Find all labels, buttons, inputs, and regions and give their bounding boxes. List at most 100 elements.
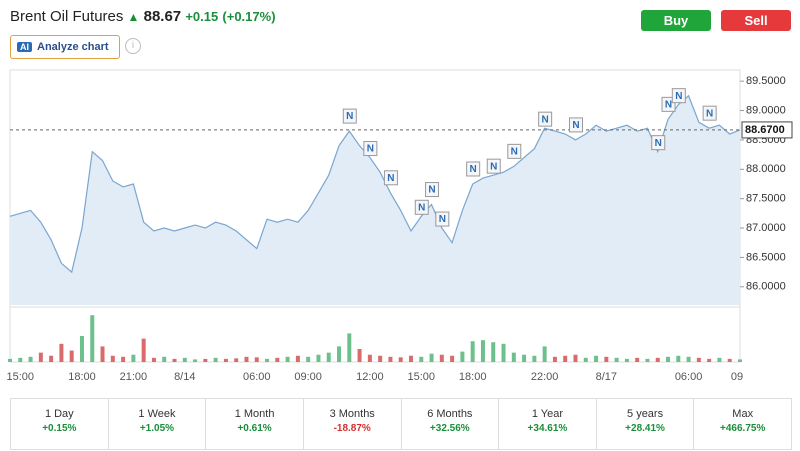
volume-bar xyxy=(38,352,43,362)
period-cell[interactable]: 1 Week +1.05% xyxy=(107,399,206,449)
volume-bar xyxy=(429,353,434,362)
buy-button[interactable]: Buy xyxy=(641,10,711,31)
volume-bar xyxy=(347,333,352,362)
volume-bar xyxy=(285,356,290,362)
period-cell[interactable]: 3 Months -18.87% xyxy=(302,399,401,449)
x-tick-label: 8/14 xyxy=(174,371,195,383)
news-marker: N xyxy=(568,117,583,133)
volume-bar xyxy=(470,341,475,362)
volume-bar xyxy=(162,356,167,362)
x-tick-label: 09 xyxy=(731,371,743,383)
news-marker: N xyxy=(363,141,378,157)
volume-bar xyxy=(573,354,578,362)
last-price-box xyxy=(741,121,793,139)
sell-button[interactable]: Sell xyxy=(721,10,791,31)
x-tick-label: 06:00 xyxy=(675,371,703,383)
news-letter: N xyxy=(367,144,374,155)
news-box xyxy=(661,96,676,112)
volume-bar xyxy=(583,357,588,362)
volume-bar xyxy=(306,356,311,362)
volume-bar xyxy=(49,355,54,362)
volume-bar xyxy=(59,343,64,362)
volume-bar xyxy=(635,357,640,362)
volume-bar xyxy=(90,315,95,362)
period-label: 1 Day xyxy=(44,408,74,420)
info-icon[interactable]: i xyxy=(125,38,141,54)
chart: Investing.com89.500089.000088.500088.000… xyxy=(7,69,793,383)
volume-bar xyxy=(522,354,527,362)
volume-bar xyxy=(79,336,84,362)
news-marker: N xyxy=(486,158,501,174)
news-box xyxy=(507,143,522,159)
volume-bar xyxy=(398,357,403,362)
y-tick-label: 89.0000 xyxy=(746,104,786,116)
volume-bar xyxy=(357,349,362,362)
title: Brent Oil Futures xyxy=(10,8,124,25)
volume-bar xyxy=(141,338,146,362)
volume-bar xyxy=(460,351,465,362)
period-change: +466.75% xyxy=(720,423,766,434)
period-cell[interactable]: Max +466.75% xyxy=(693,399,791,449)
analyze-button[interactable]: AI Analyze chart xyxy=(10,35,120,59)
news-letter: N xyxy=(706,108,713,119)
period-cell[interactable]: 1 Month +0.61% xyxy=(205,399,303,449)
period-change: +28.41% xyxy=(625,423,665,434)
period-label: 1 Year xyxy=(531,408,564,420)
ai-badge: AI xyxy=(17,42,32,52)
volume-bar xyxy=(501,343,506,362)
news-box xyxy=(702,105,717,121)
volume-bar xyxy=(378,355,383,362)
x-tick-label: 15:00 xyxy=(7,371,35,383)
volume-bar xyxy=(614,357,619,362)
news-marker: N xyxy=(671,88,686,104)
volume-bar xyxy=(419,356,424,362)
x-tick-label: 12:00 xyxy=(356,371,384,383)
period-label: 5 years xyxy=(627,408,664,420)
period-label: 6 Months xyxy=(427,408,473,420)
x-tick-label: 06:00 xyxy=(243,371,271,383)
period-change: +34.61% xyxy=(527,423,568,434)
x-tick-label: 21:00 xyxy=(120,371,148,383)
volume-bar xyxy=(717,357,722,362)
header: Brent Oil Futures ▲ 88.67 +0.15 (+0.17%) xyxy=(10,8,276,25)
news-box xyxy=(671,88,686,104)
period-cell[interactable]: 1 Day +0.15% xyxy=(11,399,108,449)
period-cell[interactable]: 6 Months +32.56% xyxy=(400,399,499,449)
news-letter: N xyxy=(346,111,353,122)
change: +0.15 xyxy=(185,9,219,24)
volume-bar xyxy=(213,357,218,362)
volume-bar xyxy=(511,352,516,362)
volume-bar xyxy=(624,358,629,362)
news-letter: N xyxy=(572,120,579,131)
periods-table: 1 Day +0.15% 1 Week +1.05% 1 Month +0.61% 3 Mo… xyxy=(10,398,792,450)
volume-bar xyxy=(388,356,393,362)
period-cell[interactable]: 1 Year +34.61% xyxy=(498,399,596,449)
y-tick-label: 87.5000 xyxy=(746,193,786,205)
news-box xyxy=(363,141,378,157)
volume-bar xyxy=(542,346,547,362)
volume-bar xyxy=(151,357,156,362)
volume-bar xyxy=(367,354,372,362)
news-box xyxy=(538,111,553,127)
volume-bar xyxy=(727,358,732,362)
period-cell[interactable]: 5 years +28.41% xyxy=(595,399,694,449)
analyze-label: Analyze chart xyxy=(37,41,109,53)
price: 88.67 xyxy=(143,8,182,25)
news-marker: N xyxy=(651,135,666,151)
volume-bar xyxy=(18,357,23,362)
volume-bar xyxy=(738,359,742,362)
news-letter: N xyxy=(511,146,518,157)
news-box xyxy=(383,170,398,186)
period-label: 1 Month xyxy=(234,408,275,420)
period-change: +1.05% xyxy=(139,423,175,434)
volume-bar xyxy=(676,355,681,362)
news-marker: N xyxy=(342,108,357,124)
y-tick-label: 88.0000 xyxy=(746,163,786,175)
volume-bar xyxy=(295,355,300,362)
volume-bar xyxy=(563,355,568,362)
volume-bar xyxy=(244,356,249,362)
volume-bar xyxy=(121,356,126,362)
volume-bar xyxy=(110,355,115,362)
volume-bar xyxy=(234,358,239,362)
